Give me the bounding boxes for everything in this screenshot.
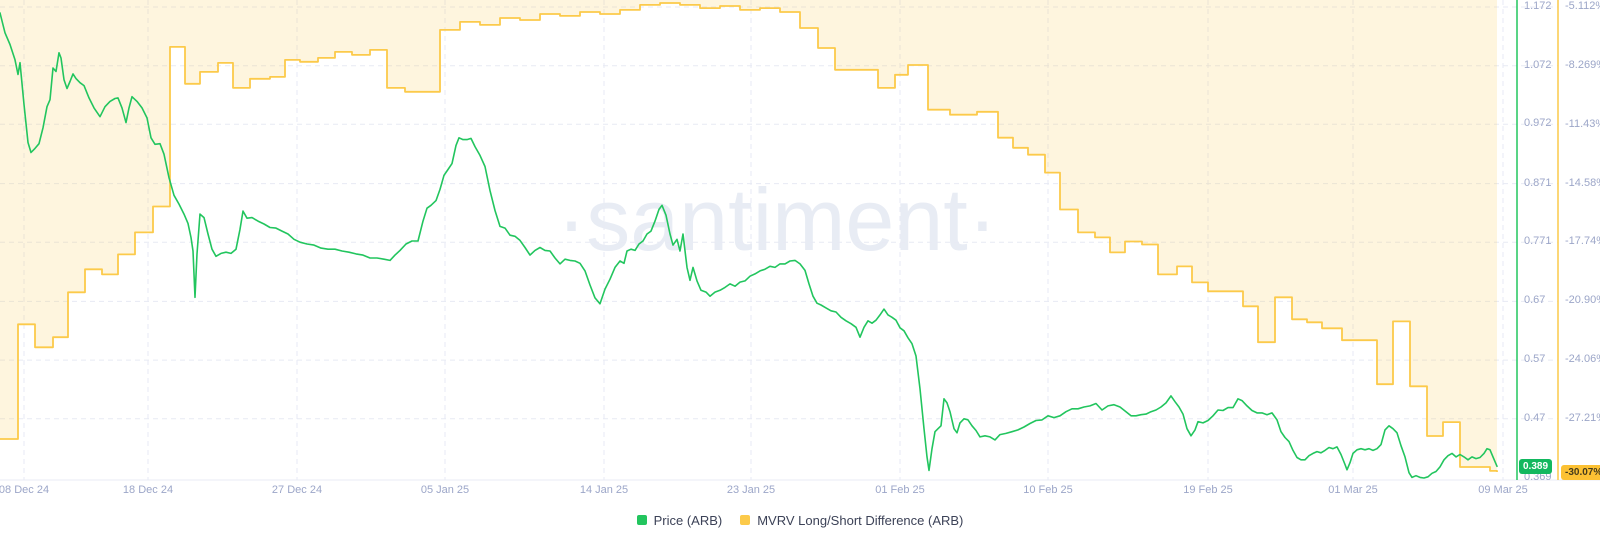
y-axis-percent-tick: -27.21% [1565, 412, 1600, 425]
price-current-value-badge: 0.389 [1519, 459, 1553, 474]
price-line [0, 12, 1498, 479]
y-axis-percent-tick: -14.58% [1565, 176, 1600, 189]
legend-label-price: Price (ARB) [653, 512, 723, 528]
x-axis-date-tick: 01 Feb 25 [875, 484, 925, 496]
y-axis-price-tick: 0.47 [1524, 411, 1546, 424]
y-axis-percent-tick: -11.43% [1565, 117, 1600, 130]
x-axis-date-tick: 09 Mar 25 [1478, 484, 1528, 496]
legend-item-price[interactable]: Price (ARB) [636, 512, 723, 528]
x-axis-date-tick: 27 Dec 24 [271, 484, 323, 496]
x-axis-date-tick: 08 Dec 24 [0, 484, 50, 496]
x-axis-date-tick: 05 Jan 25 [420, 484, 470, 496]
legend-item-mvrv[interactable]: MVRV Long/Short Difference (ARB) [740, 513, 963, 528]
mvrv-current-value-badge: -30.07% [1561, 465, 1600, 480]
y-axis-price-tick: 0.67 [1524, 294, 1546, 307]
y-axis-percent-tick: -20.90% [1565, 294, 1600, 307]
x-axis-date-tick: 18 Dec 24 [122, 484, 174, 496]
y-axis-price-tick: 0.57 [1524, 353, 1546, 366]
y-axis-percent-tick: -17.74% [1565, 235, 1600, 248]
y-axis-percent-tick: -8.269% [1565, 58, 1600, 71]
chart-legend: Price (ARB) MVRV Long/Short Difference (… [0, 509, 1600, 531]
x-axis-date-tick: 19 Feb 25 [1183, 484, 1233, 496]
y-axis-price-tick: 0.771 [1524, 235, 1552, 248]
santiment-watermark: ·santiment· [556, 169, 998, 269]
y-axis-price-tick: 0.972 [1524, 117, 1552, 130]
x-axis-date-tick: 10 Feb 25 [1023, 484, 1073, 496]
legend-label-mvrv: MVRV Long/Short Difference (ARB) [757, 512, 964, 528]
mvrv-area [0, 0, 1497, 472]
y-axis-price-tick: 1.172 [1524, 0, 1552, 12]
y-axis-price-tick: 1.072 [1524, 58, 1552, 71]
x-axis-date-tick: 01 Mar 25 [1328, 484, 1378, 496]
mvrv-series-swatch [740, 515, 751, 525]
x-axis-date-tick: 14 Jan 25 [579, 484, 629, 496]
y-axis-price-tick: 0.369 [1524, 471, 1552, 483]
y-axis-percent-tick: -24.06% [1565, 353, 1600, 366]
y-axis-percent-tick: -5.112% [1565, 0, 1600, 12]
price-series-swatch [636, 515, 647, 525]
y-axis-price-tick: 0.871 [1524, 176, 1552, 189]
mvrv-step-line [0, 2, 1498, 472]
x-axis-date-tick: 23 Jan 25 [726, 484, 776, 496]
